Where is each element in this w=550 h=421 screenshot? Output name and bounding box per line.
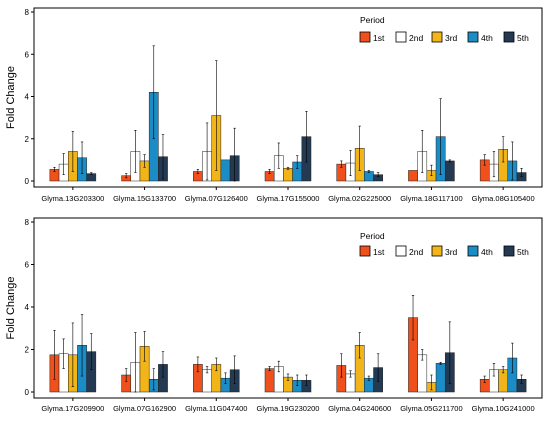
legend-label: 1st <box>373 247 385 257</box>
y-tick-label: 6 <box>25 50 30 59</box>
category-label: Glyma.19G230200 <box>257 404 320 413</box>
category-label: Glyma.17G155000 <box>257 194 320 203</box>
category-label: Glyma.11G047400 <box>185 404 247 413</box>
top-chart: 0 2 4 6 8 Fold Change Glyma.13G203300 Glyma.15G… <box>5 7 543 203</box>
legend-label: 5th <box>517 247 529 257</box>
legend-swatch-5th <box>503 31 515 43</box>
legend-label: 5th <box>517 33 529 43</box>
y-tick-label: 8 <box>25 8 30 17</box>
bar-4th <box>435 363 446 393</box>
category-label: Glyma.13G203300 <box>41 194 104 203</box>
y-tick-label: 6 <box>25 261 30 270</box>
legend-swatch-3rd <box>431 245 443 257</box>
legend-swatch-1st <box>359 31 371 43</box>
legend-title: Period <box>360 15 385 25</box>
category-label: Glyma.04G240600 <box>328 404 391 413</box>
bar-4th <box>364 171 374 182</box>
y-axis-title: Fold Change <box>5 66 17 129</box>
plot-frame <box>33 217 543 399</box>
category-label: Glyma.10G241000 <box>472 404 535 413</box>
legend-swatch-1st <box>359 245 371 257</box>
y-tick-label: 4 <box>25 303 30 312</box>
y-tick-label: 2 <box>25 135 30 144</box>
legend-label: 2nd <box>409 33 423 43</box>
y-tick-label: 2 <box>25 346 30 355</box>
legend-swatch-2nd <box>395 245 407 257</box>
legend-label: 3rd <box>445 247 458 257</box>
legend-label: 3rd <box>445 33 458 43</box>
category-label: Glyma.02G225000 <box>328 194 391 203</box>
category-label: Glyma.08G105400 <box>472 194 535 203</box>
y-axis-title: Fold Change <box>5 277 17 340</box>
category-label: Glyma.18G117100 <box>400 194 462 203</box>
bar-1st <box>264 368 275 393</box>
y-tick-label: 0 <box>25 177 30 186</box>
bar-3rd <box>283 168 293 182</box>
legend-label: 4th <box>481 33 493 43</box>
legend-swatch-5th <box>503 245 515 257</box>
legend-label: 1st <box>373 33 385 43</box>
bar-4th <box>220 159 231 182</box>
category-label: Glyma.15G133700 <box>113 194 176 203</box>
legend-swatch-2nd <box>395 31 407 43</box>
legend-swatch-4th <box>467 31 479 43</box>
category-label: Glyma.07G162900 <box>113 404 176 413</box>
category-label: Glyma.17G209900 <box>41 404 104 413</box>
y-tick-label: 4 <box>25 93 30 102</box>
bottom-chart: 0 2 4 6 8 Fold Change Glyma.17G209900 Glyma.07G… <box>5 217 543 413</box>
category-label: Glyma.07G126400 <box>185 194 248 203</box>
legend-title: Period <box>360 231 385 241</box>
category-label: Glyma.05G211700 <box>400 404 462 413</box>
y-tick-label: 0 <box>25 388 30 397</box>
legend-label: 4th <box>481 247 493 257</box>
legend-swatch-3rd <box>431 31 443 43</box>
legend-swatch-4th <box>467 245 479 257</box>
legend-label: 2nd <box>409 247 423 257</box>
plot-frame <box>33 7 543 188</box>
y-tick-label: 8 <box>25 218 30 227</box>
bar-5th <box>444 160 455 182</box>
bar-1st <box>408 170 418 182</box>
